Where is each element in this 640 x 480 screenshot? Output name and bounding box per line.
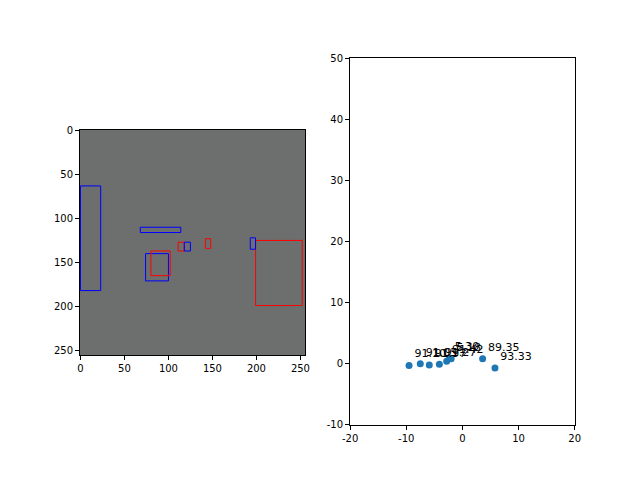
svg-text:200: 200 [54,301,73,312]
svg-text:200: 200 [247,363,266,374]
svg-text:10: 10 [330,297,343,308]
svg-text:40: 40 [330,114,343,125]
svg-text:10: 10 [512,433,525,444]
svg-text:20: 20 [568,433,581,444]
svg-text:-10: -10 [327,419,343,430]
svg-text:50: 50 [60,169,73,180]
svg-text:91.42: 91.42 [452,343,484,356]
svg-text:0: 0 [459,433,465,444]
svg-text:100: 100 [54,213,73,224]
svg-text:50: 50 [330,53,343,64]
svg-text:91.27: 91.27 [445,346,477,359]
svg-text:91.10: 91.10 [414,347,446,360]
svg-text:-10: -10 [398,433,414,444]
svg-text:50: 50 [118,363,131,374]
svg-text:150: 150 [203,363,222,374]
svg-text:5.18: 5.18 [457,341,482,354]
svg-text:0: 0 [67,125,73,136]
svg-text:5.30: 5.30 [455,340,480,353]
svg-text:89.35: 89.35 [488,341,520,354]
svg-text:30: 30 [330,175,343,186]
svg-text:250: 250 [291,363,310,374]
svg-text:-20: -20 [342,433,358,444]
svg-text:0: 0 [337,358,343,369]
svg-text:91.05: 91.05 [426,346,458,359]
svg-text:20: 20 [330,236,343,247]
svg-text:0: 0 [77,363,83,374]
svg-text:100: 100 [159,363,178,374]
svg-text:93.33: 93.33 [500,350,532,363]
svg-text:91.97: 91.97 [435,347,467,360]
svg-text:150: 150 [54,257,73,268]
svg-text:250: 250 [54,345,73,356]
